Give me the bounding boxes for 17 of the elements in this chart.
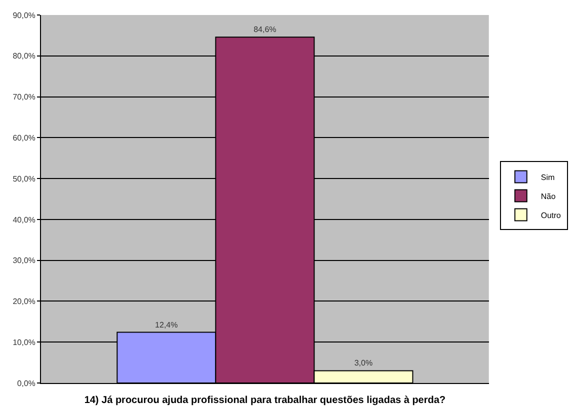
- legend-label: Não: [540, 192, 556, 201]
- y-tick-label: 50,0%: [12, 174, 36, 184]
- y-tick-label: 80,0%: [12, 52, 36, 61]
- y-tick-label: 30,0%: [12, 256, 36, 266]
- legend-label: Sim: [540, 172, 555, 182]
- y-tick-label: 40,0%: [12, 215, 36, 224]
- y-tick-label: 70,0%: [12, 92, 36, 102]
- data-label: 12,4%: [155, 320, 178, 330]
- y-tick-label: 0,0%: [17, 378, 36, 388]
- x-axis-title: 14) Já procurou ajuda profissional para trabalhar questões ligadas à perda?: [84, 395, 446, 406]
- data-label: 84,6%: [254, 25, 276, 34]
- y-tick-label: 10,0%: [12, 338, 36, 347]
- data-label: 3,0%: [354, 358, 373, 368]
- y-tick-label: 90,0%: [12, 10, 36, 20]
- y-tick-label: 20,0%: [12, 297, 36, 306]
- y-tick-label: 60,0%: [12, 133, 36, 142]
- legend-label: Outro: [540, 210, 562, 220]
